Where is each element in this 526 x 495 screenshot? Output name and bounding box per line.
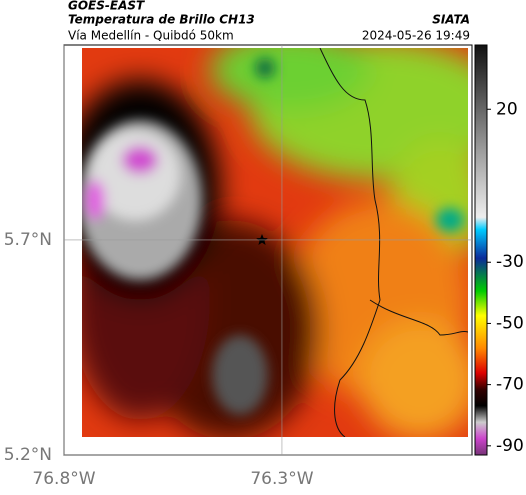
satellite-image: [82, 48, 468, 437]
x-tick-label: 76.3°W: [250, 469, 313, 489]
source: SIATA: [432, 13, 470, 27]
colorbar-tick-label: -50: [496, 313, 524, 333]
datetime: 2024-05-26 19:49: [362, 29, 470, 43]
y-tick-label: 5.7°N: [4, 230, 52, 250]
satellite: GOES-EAST: [68, 0, 145, 13]
colorbar-tick-label: -70: [496, 375, 524, 395]
colorbar-tick-label: 20: [496, 99, 518, 119]
colorbar: [474, 44, 488, 456]
y-tick-label: 5.2°N: [4, 445, 52, 465]
x-tick-label: 76.8°W: [32, 469, 95, 489]
location-marker: [256, 234, 268, 246]
colorbar-tick-label: -90: [496, 436, 524, 456]
route: Vía Medellín - Quibdó 50km: [68, 29, 234, 43]
colorbar-tick-label: -30: [496, 252, 524, 272]
product: Temperatura de Brillo CH13: [68, 13, 255, 27]
